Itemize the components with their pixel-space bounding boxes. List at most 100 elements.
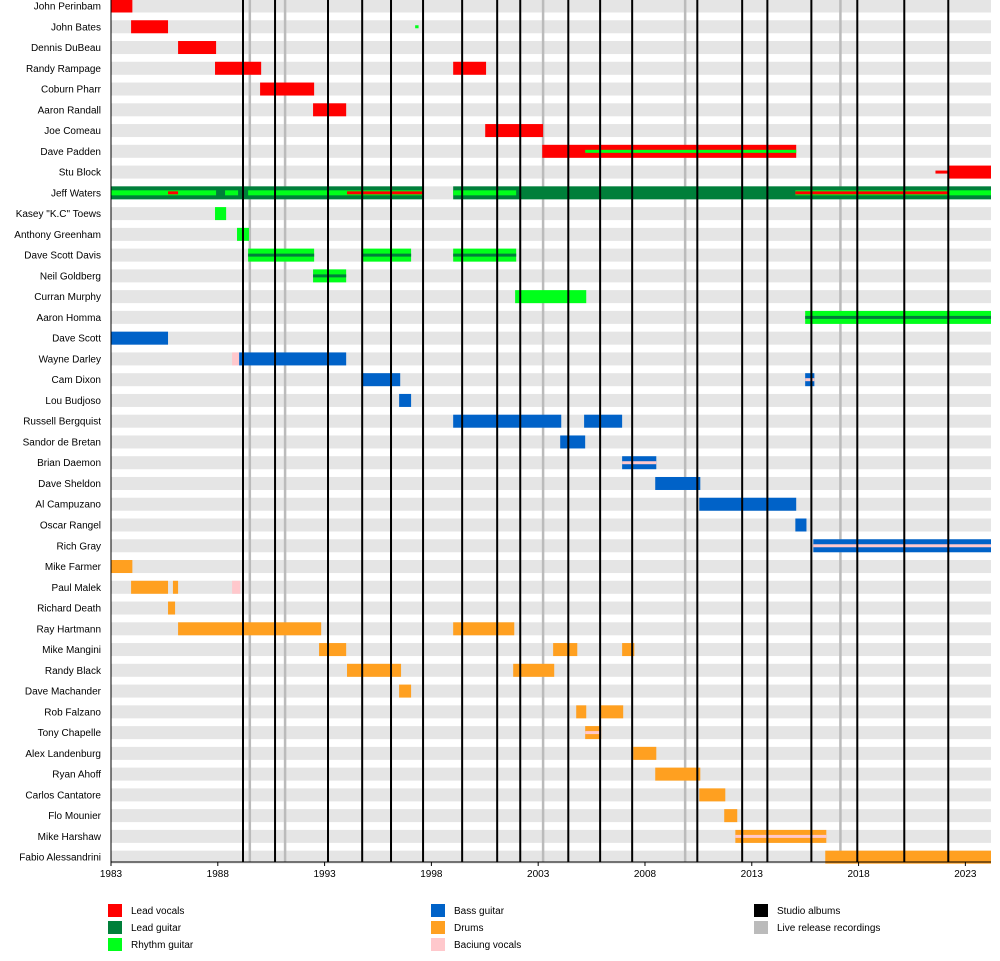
bar-drums [453, 622, 515, 636]
row-background [111, 435, 991, 449]
member-name: Mike Farmer [45, 562, 102, 573]
bar-bass-guitar [560, 435, 586, 449]
bar-drums [600, 705, 624, 719]
row-background [111, 41, 991, 55]
member-name: Mike Harshaw [38, 832, 102, 843]
legend-swatch [754, 904, 768, 917]
bar-bass-guitar [699, 497, 797, 511]
bar-rhythm-guitar [111, 190, 217, 196]
member-name: Sandor de Bretan [23, 437, 101, 448]
bar-drums [513, 663, 555, 677]
member-name: Lou Budjoso [45, 396, 101, 407]
legend-swatch [108, 938, 122, 951]
bar-drums [633, 746, 657, 760]
row-background [111, 705, 991, 719]
bar-baciung-vocals [232, 580, 241, 594]
member-name: Flo Mounier [48, 811, 101, 822]
member-name: Curran Murphy [34, 292, 101, 303]
row-background [111, 165, 991, 179]
legend-swatch [431, 921, 445, 934]
x-tick-label: 2018 [847, 869, 870, 880]
bar-bass-guitar [584, 414, 623, 428]
row-background [111, 61, 991, 75]
bar-drums [399, 684, 412, 698]
bar-rhythm-guitar [453, 190, 517, 196]
member-name: Dave Padden [40, 147, 101, 158]
member-name: Randy Rampage [26, 64, 101, 75]
bar-lead-guitar [362, 253, 412, 257]
bar-rhythm-guitar [515, 290, 587, 304]
bar-lead-vocals [131, 20, 169, 34]
legend-label: Live release recordings [777, 923, 880, 934]
member-name: Aaron Homma [37, 313, 102, 324]
row-background [111, 684, 991, 698]
bar-drums [168, 601, 176, 615]
member-name: Mike Mangini [42, 645, 101, 656]
bar-drums [553, 643, 578, 657]
member-name: Ray Hartmann [37, 624, 101, 635]
bar-rhythm-guitar [248, 190, 424, 196]
legend-label: Baciung vocals [454, 940, 521, 951]
member-name: Dave Scott [52, 334, 101, 345]
member-name: Neil Goldberg [40, 271, 101, 282]
bar-lead-vocals [948, 165, 991, 179]
bar-baciung-vocals [585, 731, 602, 735]
member-name: Dennis DuBeau [31, 43, 101, 54]
row-background [111, 310, 991, 324]
member-name: John Perinbam [34, 2, 101, 13]
row-background [111, 518, 991, 532]
x-tick-label: 2013 [741, 869, 764, 880]
row-background [111, 746, 991, 760]
bar-bass-guitar [239, 352, 347, 366]
x-tick-label: 1983 [100, 869, 123, 880]
bar-drums [178, 622, 322, 636]
member-name: Coburn Pharr [41, 85, 102, 96]
bar-baciung-vocals [735, 834, 827, 838]
bar-baciung-vocals [813, 544, 991, 548]
member-name: Russell Bergquist [23, 417, 101, 428]
legend-label: Studio albums [777, 906, 840, 917]
bar-drums [724, 809, 738, 823]
row-background [111, 850, 991, 864]
bar-drums [347, 663, 402, 677]
legend-swatch [754, 921, 768, 934]
member-name: Carlos Cantatore [25, 790, 101, 801]
member-name: Ryan Ahoff [52, 770, 101, 781]
row-background [111, 248, 991, 262]
bar-lead-vocals [111, 0, 133, 13]
member-name: Jeff Waters [51, 188, 101, 199]
bar-lead-guitar [313, 274, 347, 278]
row-background [111, 476, 991, 490]
row-background [111, 767, 991, 781]
bar-baciung-vocals [805, 378, 815, 382]
member-name: Kasey "K.C" Toews [16, 209, 101, 220]
bar-bass-guitar [655, 476, 701, 490]
row-background [111, 227, 991, 241]
bar-lead-vocals [347, 191, 424, 195]
row-background [111, 124, 991, 138]
row-background [111, 331, 991, 345]
bar-lead-guitar [248, 253, 315, 257]
legend-swatch [431, 938, 445, 951]
member-name: Dave Scott Davis [24, 251, 101, 262]
bar-lead-vocals [313, 103, 347, 117]
bar-drums [576, 705, 587, 719]
row-background [111, 726, 991, 740]
member-name: Dave Sheldon [38, 479, 101, 490]
legend-label: Lead vocals [131, 906, 184, 917]
legend-label: Drums [454, 923, 483, 934]
bar-drums [655, 767, 701, 781]
bar-lead-vocals [795, 191, 949, 195]
member-name: Tony Chapelle [38, 728, 102, 739]
bar-drums [131, 580, 169, 594]
bar-lead-vocals [215, 61, 262, 75]
bar-bass-guitar [362, 373, 401, 387]
row-background [111, 560, 991, 574]
row-background [111, 393, 991, 407]
member-name: Anthony Greenham [14, 230, 101, 241]
bar-rhythm-guitar [215, 207, 227, 221]
member-name: Richard Death [37, 604, 101, 615]
row-background [111, 207, 991, 221]
bar-bass-guitar [795, 518, 807, 532]
x-tick-label: 2023 [954, 869, 977, 880]
